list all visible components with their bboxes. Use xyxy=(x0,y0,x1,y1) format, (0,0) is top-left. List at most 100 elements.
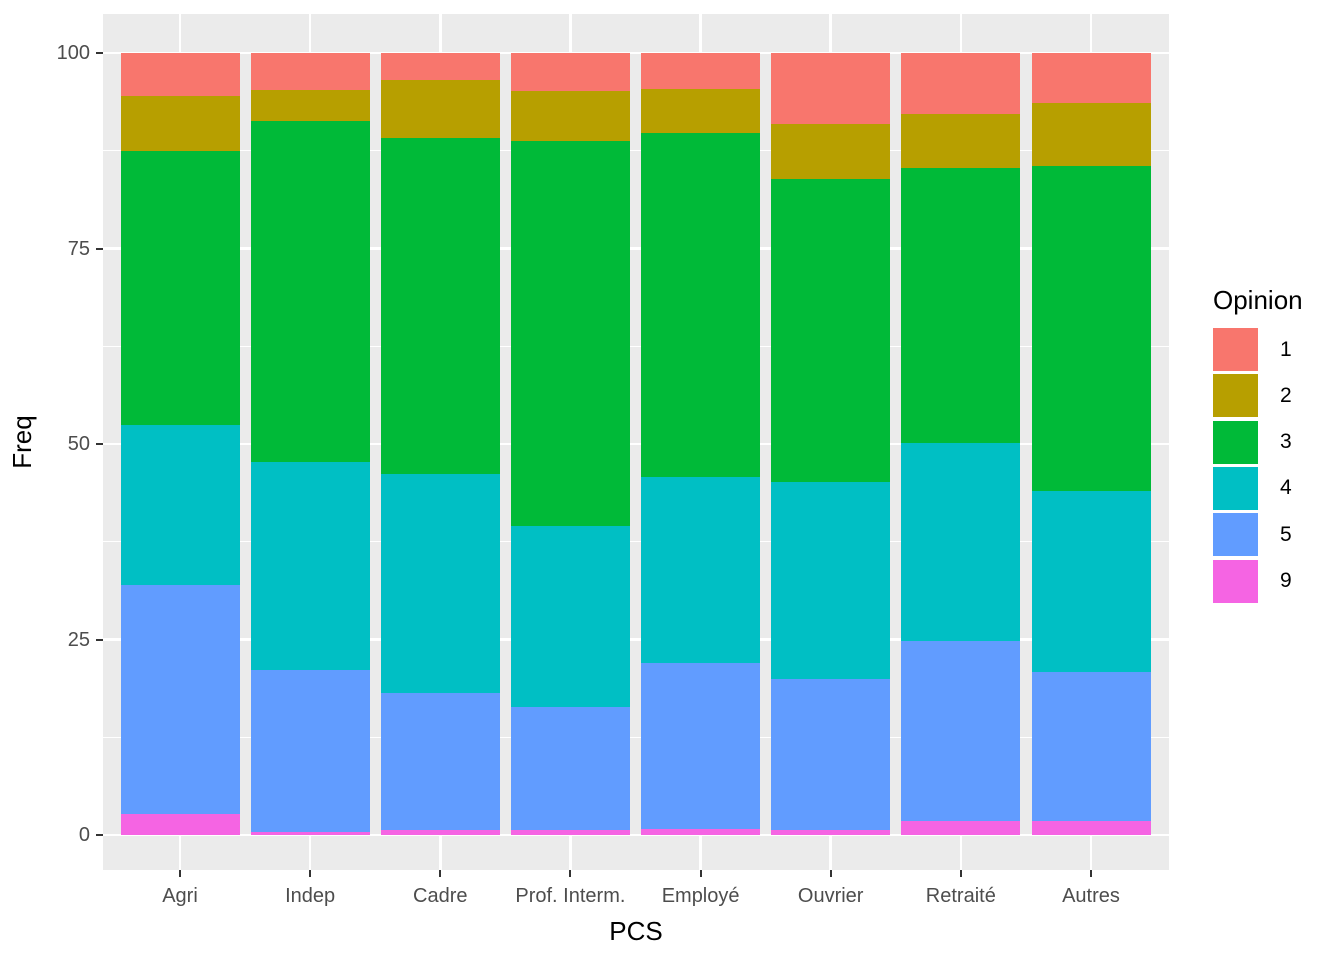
bar-segment xyxy=(510,526,630,707)
y-tick-mark xyxy=(96,443,103,445)
legend-key xyxy=(1213,374,1258,418)
bar-segment xyxy=(771,53,891,125)
bar-segment xyxy=(250,53,370,90)
bar-segment xyxy=(771,830,891,835)
y-tick-mark xyxy=(96,638,103,641)
bar-segment xyxy=(380,53,500,80)
y-tick-label: 75 xyxy=(67,237,90,260)
bar-segment xyxy=(250,462,370,670)
y-tick-mark xyxy=(96,247,103,250)
gridline-major-y xyxy=(103,247,1169,250)
bar-segment xyxy=(250,89,370,121)
x-tick-mark xyxy=(569,870,572,877)
gridline-major-y xyxy=(103,51,1169,55)
bar-segment xyxy=(901,443,1021,642)
x-tick-label: Agri xyxy=(162,885,198,907)
bar-segment xyxy=(901,167,1021,444)
bar-segment xyxy=(1031,672,1151,821)
gridline-minor-y xyxy=(103,541,1169,543)
legend-key xyxy=(1213,420,1258,464)
x-tick-mark xyxy=(439,870,442,877)
bar-segment xyxy=(120,584,240,814)
bar-segment xyxy=(901,114,1021,168)
legend-label: 9 xyxy=(1280,569,1292,592)
bar-segment xyxy=(641,53,761,89)
x-axis-title: PCS xyxy=(609,916,663,946)
x-tick-label: Cadre xyxy=(413,885,468,907)
legend-label: 4 xyxy=(1280,476,1292,500)
x-tick-label: Indep xyxy=(285,885,336,907)
bar-segment xyxy=(120,425,240,585)
gridline-major-y xyxy=(103,638,1169,641)
bar-segment xyxy=(510,53,630,91)
legend-key xyxy=(1213,559,1258,603)
bar-segment xyxy=(901,820,1021,835)
bar-segment xyxy=(380,829,500,835)
gridline-major-y xyxy=(103,833,1169,837)
bar-segment xyxy=(641,662,761,829)
bar-segment xyxy=(1031,490,1151,673)
bar-segment xyxy=(380,137,500,474)
y-tick-mark xyxy=(96,834,103,836)
bar-segment xyxy=(510,830,630,835)
y-tick-label: 50 xyxy=(67,433,90,455)
x-tick-label: Autres xyxy=(1062,885,1120,907)
bar-segment xyxy=(901,641,1021,821)
bar-segment xyxy=(250,670,370,832)
x-tick-mark xyxy=(959,870,962,877)
bar-segment xyxy=(1031,103,1151,166)
y-tick-label: 0 xyxy=(78,824,90,846)
legend-key xyxy=(1213,513,1258,557)
y-tick-mark xyxy=(96,52,103,54)
bar-segment xyxy=(510,90,630,142)
bar-segment xyxy=(641,476,761,663)
legend-label: 3 xyxy=(1280,430,1292,454)
bar-segment xyxy=(771,178,891,482)
bar-segment xyxy=(510,141,630,527)
legend-key xyxy=(1213,466,1258,510)
bar-segment xyxy=(771,481,891,679)
bar-segment xyxy=(641,89,761,133)
x-tick-mark xyxy=(179,870,181,877)
x-tick-mark xyxy=(1090,870,1092,877)
legend-label: 1 xyxy=(1280,337,1292,361)
bar-segment xyxy=(641,132,761,477)
y-axis-title: Freq xyxy=(6,415,37,469)
legend-label: 5 xyxy=(1280,522,1292,546)
bar-segment xyxy=(120,813,240,835)
x-tick-label: Prof. Interm. xyxy=(515,885,626,907)
bar-segment xyxy=(250,121,370,462)
bar-segment xyxy=(380,692,500,830)
bar-segment xyxy=(120,53,240,96)
bar-segment xyxy=(901,53,1021,114)
bar-segment xyxy=(1031,165,1151,491)
gridline-minor-y xyxy=(103,150,1169,152)
x-tick-mark xyxy=(699,870,702,877)
bar-segment xyxy=(641,828,761,835)
legend-title: Opinion xyxy=(1213,285,1303,315)
bar-segment xyxy=(250,831,370,835)
x-tick-mark xyxy=(309,870,312,877)
legend-label: 2 xyxy=(1280,383,1292,407)
y-tick-label: 100 xyxy=(56,42,90,64)
y-tick-label: 25 xyxy=(67,628,90,651)
gridline-minor-y xyxy=(103,736,1169,738)
bar-segment xyxy=(120,150,240,426)
x-tick-mark xyxy=(829,870,832,877)
bar-segment xyxy=(380,79,500,138)
bar-segment xyxy=(510,706,630,831)
gridline-major-y xyxy=(103,442,1169,446)
legend-key xyxy=(1213,328,1258,371)
x-tick-label: Employé xyxy=(661,885,740,907)
bar-segment xyxy=(1031,820,1151,835)
x-tick-label: Ouvrier xyxy=(797,885,864,907)
plot-panel xyxy=(103,14,1169,870)
bar-segment xyxy=(1031,53,1151,103)
bar-segment xyxy=(120,96,240,151)
bar-segment xyxy=(771,678,891,831)
gridline-minor-y xyxy=(103,345,1169,347)
bar-segment xyxy=(380,473,500,693)
bar-segment xyxy=(771,124,891,179)
x-tick-label: Retraité xyxy=(925,885,996,907)
